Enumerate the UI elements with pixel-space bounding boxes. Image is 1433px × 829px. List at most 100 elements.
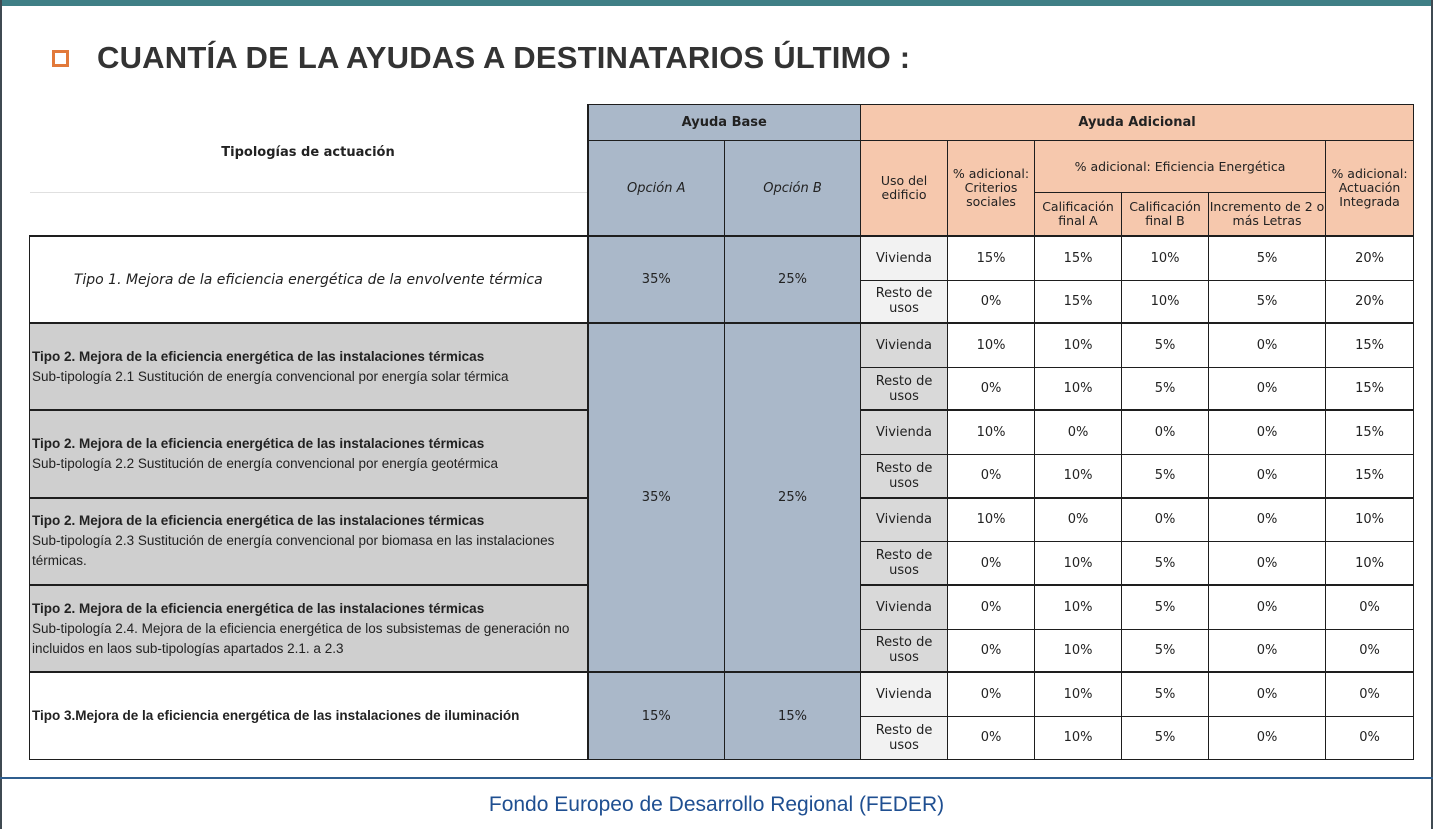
value-cell: 5% — [1121, 541, 1210, 586]
tipo-2-4-sub: Sub-tipología 2.4. Mejora de la eficienc… — [32, 620, 570, 656]
tipo-3-base-b: 15% — [723, 671, 862, 761]
value-cell: 10% — [1325, 496, 1415, 543]
uso-vivienda: Vivienda — [860, 322, 949, 368]
value-cell: 5% — [1121, 671, 1210, 717]
value-cell: 0% — [1034, 409, 1123, 456]
value-cell: 0% — [1325, 715, 1415, 761]
right-frame-border — [1431, 0, 1433, 829]
header-opcion-b: Opción B — [723, 140, 862, 237]
value-cell: 0% — [947, 671, 1036, 717]
value-cell: 0% — [947, 454, 1036, 499]
value-cell: 15% — [1034, 279, 1123, 324]
value-cell: 0% — [1208, 715, 1327, 761]
value-cell: 5% — [1121, 322, 1210, 368]
value-cell: 0% — [1208, 409, 1327, 456]
footer-text: Fondo Europeo de Desarrollo Regional (FE… — [488, 793, 945, 816]
value-cell: 0% — [1208, 583, 1327, 630]
header-uso-edificio: Uso del edificio — [860, 140, 949, 237]
uso-vivienda: Vivienda — [860, 496, 949, 543]
value-cell: 0% — [1325, 583, 1415, 630]
value-cell: 10% — [947, 409, 1036, 456]
value-cell: 5% — [1208, 279, 1327, 324]
value-cell: 10% — [1034, 628, 1123, 673]
uso-vivienda: Vivienda — [860, 671, 949, 717]
value-cell: 5% — [1208, 234, 1327, 281]
top-frame-bar — [0, 0, 1433, 6]
uso-resto: Resto de usos — [860, 366, 949, 411]
value-cell: 0% — [1325, 628, 1415, 673]
tipo-2-1-title: Tipo 2. Mejora de la eficiencia energéti… — [32, 348, 485, 364]
tipo-3-title: Tipo 3.Mejora de la eficiencia energétic… — [32, 708, 520, 724]
uso-resto: Resto de usos — [860, 279, 949, 324]
header-blank-cell — [30, 193, 588, 236]
value-cell: 0% — [1208, 671, 1327, 717]
ayudas-table: Tipologías de actuación Ayuda Base Ayuda… — [29, 103, 1415, 761]
value-cell: 15% — [1034, 234, 1123, 281]
value-cell: 0% — [947, 541, 1036, 586]
tipo-2-2-sub: Sub-tipología 2.2 Sustitución de energía… — [32, 456, 499, 472]
value-cell: 10% — [1034, 454, 1123, 499]
value-cell: 0% — [1121, 409, 1210, 456]
page-title: CUANTÍA DE LA AYUDAS A DESTINATARIOS ÚLT… — [97, 40, 911, 75]
tipo-2-4-title: Tipo 2. Mejora de la eficiencia energéti… — [32, 600, 485, 616]
title-row: CUANTÍA DE LA AYUDAS A DESTINATARIOS ÚLT… — [52, 40, 910, 76]
uso-vivienda: Vivienda — [860, 583, 949, 630]
value-cell: 5% — [1121, 715, 1210, 761]
value-cell: 0% — [1208, 322, 1327, 368]
value-cell: 0% — [1208, 366, 1327, 411]
value-cell: 10% — [1325, 541, 1415, 586]
tipo-2-3-title: Tipo 2. Mejora de la eficiencia energéti… — [32, 513, 485, 529]
value-cell: 10% — [1034, 541, 1123, 586]
header-opcion-a: Opción A — [586, 140, 725, 237]
header-actuacion-integrada: % adicional: Actuación Integrada — [1325, 140, 1415, 237]
tipo-2-1-sub: Sub-tipología 2.1 Sustitución de energía… — [32, 368, 509, 384]
tipo-2-2-label: Tipo 2. Mejora de la eficiencia energéti… — [29, 409, 588, 499]
value-cell: 0% — [1208, 496, 1327, 543]
value-cell: 5% — [1121, 628, 1210, 673]
header-ayuda-adicional: Ayuda Adicional — [860, 103, 1415, 142]
value-cell: 0% — [947, 583, 1036, 630]
value-cell: 15% — [1325, 454, 1415, 499]
tipo-2-base-b: 25% — [723, 322, 862, 673]
uso-resto: Resto de usos — [860, 628, 949, 673]
value-cell: 0% — [1325, 671, 1415, 717]
left-frame-border — [0, 0, 2, 829]
tipo-3-base-a: 15% — [586, 671, 725, 761]
value-cell: 0% — [947, 366, 1036, 411]
tipo-2-4-label: Tipo 2. Mejora de la eficiencia energéti… — [29, 583, 588, 673]
value-cell: 0% — [947, 628, 1036, 673]
value-cell: 0% — [947, 715, 1036, 761]
tipo-2-base-a: 35% — [586, 322, 725, 673]
uso-resto: Resto de usos — [860, 715, 949, 761]
uso-resto: Resto de usos — [860, 541, 949, 586]
value-cell: 10% — [1034, 671, 1123, 717]
value-cell: 0% — [1208, 541, 1327, 586]
value-cell: 0% — [1208, 454, 1327, 499]
value-cell: 15% — [1325, 366, 1415, 411]
uso-vivienda: Vivienda — [860, 234, 949, 281]
value-cell: 5% — [1121, 454, 1210, 499]
tipo-1-base-a: 35% — [586, 234, 725, 324]
uso-vivienda: Vivienda — [860, 409, 949, 456]
checkbox-bullet-icon — [52, 49, 69, 67]
tipo-2-2-title: Tipo 2. Mejora de la eficiencia energéti… — [32, 436, 485, 452]
header-ayuda-base: Ayuda Base — [586, 103, 862, 142]
value-cell: 10% — [947, 496, 1036, 543]
value-cell: 0% — [1034, 496, 1123, 543]
tipo-2-3-sub: Sub-tipología 2.3 Sustitución de energía… — [32, 533, 555, 569]
tipo-2-1-label: Tipo 2. Mejora de la eficiencia energéti… — [29, 322, 588, 411]
value-cell: 10% — [1034, 715, 1123, 761]
header-calificacion-a: Calificación final A — [1034, 192, 1123, 237]
header-eficiencia: % adicional: Eficiencia Energética — [1034, 140, 1327, 194]
value-cell: 10% — [947, 322, 1036, 368]
footer-divider — [0, 777, 1433, 779]
value-cell: 5% — [1121, 583, 1210, 630]
value-cell: 10% — [1121, 279, 1210, 324]
value-cell: 10% — [1034, 366, 1123, 411]
value-cell: 15% — [1325, 322, 1415, 368]
value-cell: 15% — [1325, 409, 1415, 456]
header-calificacion-b: Calificación final B — [1121, 192, 1210, 237]
value-cell: 10% — [1034, 583, 1123, 630]
value-cell: 0% — [947, 279, 1036, 324]
header-criterios-sociales: % adicional: Criterios sociales — [947, 140, 1036, 237]
